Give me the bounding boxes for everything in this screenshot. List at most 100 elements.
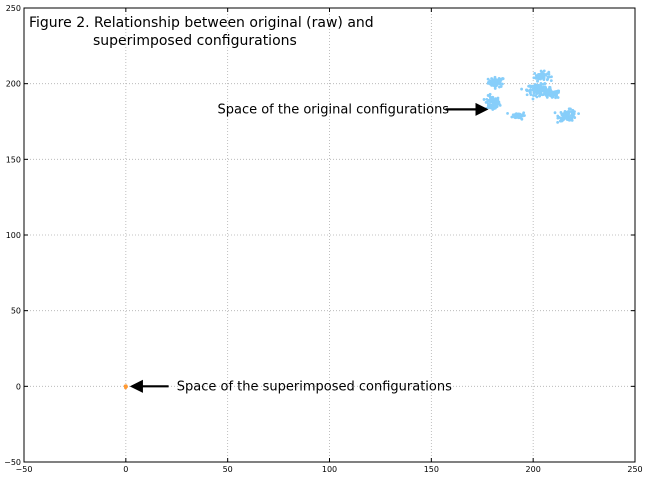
original-config-point (554, 96, 557, 100)
original-config-point (518, 114, 522, 117)
annotation-label: Space of the original configurations (217, 102, 449, 117)
original-config-point (538, 85, 542, 89)
x-tick-label: 250 (627, 465, 642, 474)
y-tick-label: 0 (16, 382, 21, 391)
x-tick-label: 0 (123, 465, 128, 474)
original-config-point (501, 77, 505, 80)
original-config-point (569, 114, 573, 117)
original-config-point (569, 107, 572, 111)
original-config-point (572, 114, 575, 118)
original-config-point (543, 92, 547, 95)
original-config-point (539, 83, 543, 86)
original-config-point (556, 89, 560, 93)
original-config-point (493, 75, 497, 79)
original-config-point (567, 110, 571, 114)
superimposed-config-point (124, 385, 127, 389)
y-tick-label: 50 (11, 307, 21, 316)
original-config-point (490, 98, 494, 101)
original-config-point (550, 75, 553, 79)
original-config-point (491, 80, 495, 84)
original-config-point (491, 108, 495, 111)
original-config-point (532, 94, 535, 97)
original-config-point (567, 113, 570, 117)
original-config-point (485, 97, 489, 101)
original-config-point (540, 76, 544, 80)
data-points (123, 69, 580, 390)
original-config-point (486, 77, 490, 81)
x-tick-label: 150 (424, 465, 439, 474)
original-config-point (496, 96, 500, 100)
y-tick-label: 250 (6, 4, 21, 13)
original-config-point (572, 112, 576, 116)
original-config-point (556, 120, 560, 124)
original-config-point (548, 85, 551, 89)
original-config-point (563, 115, 567, 118)
original-config-point (488, 103, 491, 107)
original-config-point (568, 118, 572, 122)
y-tick-label: −50 (4, 458, 21, 467)
original-config-point (485, 101, 489, 104)
original-config-point (535, 95, 539, 99)
original-config-point (531, 97, 535, 101)
original-config-point (555, 91, 559, 95)
title-line-2: superimposed configurations (93, 33, 297, 49)
original-config-point (525, 93, 529, 97)
axis-ticks: −50 0 50 100 150 200 250 −50 0 50 100 150 200 250 (4, 4, 643, 474)
original-config-point (537, 91, 541, 95)
original-config-point (559, 111, 563, 114)
original-config-point (510, 115, 514, 119)
annotation-label: Space of the superimposed configurations (177, 379, 452, 394)
original-config-point (543, 89, 547, 93)
annotations: Space of the original configurations Spac… (129, 102, 489, 394)
original-config-point (560, 117, 563, 121)
x-tick-label: 200 (526, 465, 541, 474)
original-config-point (533, 72, 537, 75)
original-config-point (497, 79, 501, 83)
original-config-point (539, 88, 543, 91)
original-config-point (497, 102, 501, 106)
original-config-point (537, 88, 541, 91)
title-line-1: Figure 2. Relationship between original … (29, 15, 374, 31)
original-config-point (546, 75, 550, 79)
original-config-point (539, 72, 542, 76)
original-config-point (528, 89, 531, 93)
x-tick-label: −50 (16, 465, 33, 474)
original-config-point (488, 82, 492, 86)
original-config-point (570, 118, 574, 122)
original-config-point (557, 116, 561, 119)
original-config-point (482, 98, 486, 101)
original-config-point (492, 105, 496, 109)
original-config-point (498, 85, 501, 89)
original-config-point (561, 115, 565, 119)
x-tick-label: 100 (322, 465, 337, 474)
original-config-point (563, 109, 567, 113)
original-config-point (556, 96, 560, 99)
original-config-point (488, 100, 492, 104)
original-config-point (545, 95, 549, 99)
original-config-point (534, 87, 538, 91)
original-config-point (553, 111, 557, 115)
original-config-point (563, 112, 566, 116)
original-config-point (498, 82, 502, 86)
original-config-point (541, 83, 545, 86)
original-config-point (527, 84, 530, 88)
original-config-point (525, 88, 528, 92)
original-config-point (497, 77, 501, 80)
original-config-point (551, 90, 554, 94)
original-config-point (529, 86, 533, 89)
original-config-point (546, 91, 550, 95)
original-config-point (536, 75, 540, 79)
original-config-point (493, 100, 497, 103)
original-config-point (520, 117, 524, 121)
original-config-point (492, 102, 496, 106)
original-config-point (532, 76, 536, 80)
original-config-point (492, 78, 496, 82)
original-config-point (513, 116, 517, 120)
original-config-point (506, 111, 509, 115)
original-config-point (536, 79, 539, 83)
original-config-point (490, 77, 493, 80)
original-config-point (545, 78, 549, 82)
x-tick-label: 50 (223, 465, 233, 474)
y-tick-label: 200 (6, 80, 21, 89)
